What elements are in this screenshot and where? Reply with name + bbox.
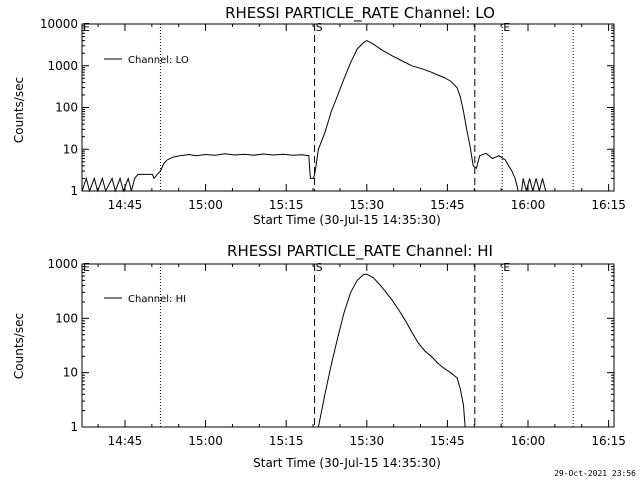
plot-border [81,263,615,428]
marker-label: E [503,261,510,274]
plot-frame [81,263,615,428]
x-tick-label: 14:45 [108,434,143,448]
y-tick-label: 1000 [47,257,78,271]
x-tick-label: 14:45 [108,198,143,212]
x-tick-label: 16:00 [511,434,546,448]
x-axis-label: Start Time (30-Jul-15 14:35:30) [253,456,441,470]
edge-marker-label: E [83,261,90,274]
x-tick-label: 15:00 [188,434,223,448]
chart-title: RHESSI PARTICLE_RATE Channel: HI [227,242,493,261]
generation-timestamp: 29-Oct-2021 23:56 [554,469,636,478]
marker-label: S [316,21,323,34]
y-axis-label: Counts/sec [12,77,26,143]
x-tick-label: 16:00 [511,198,546,212]
x-tick-label: 15:30 [350,198,385,212]
series-line [81,40,615,193]
chart-panel-hi: RHESSI PARTICLE_RATE Channel: HI Start T… [12,242,626,470]
x-tick-label: 15:15 [269,434,304,448]
x-tick-label: 15:30 [350,434,385,448]
x-tick-label: 16:15 [591,434,626,448]
series-group [317,273,466,428]
y-tick-label: 1 [70,184,78,198]
edge-marker-label: E [83,21,90,34]
chart-title: RHESSI PARTICLE_RATE Channel: LO [225,4,495,23]
legend-label: Channel: HI [128,294,186,305]
time-markers: S EE [83,21,574,191]
marker-label: E [503,21,510,34]
x-tick-label: 15:15 [269,198,304,212]
chart-panel-lo: RHESSI PARTICLE_RATE Channel: LO Start T… [12,4,626,227]
y-tick-label: 100 [55,101,78,115]
legend: Channel: HI [104,294,186,305]
marker-label: S [316,261,323,274]
legend-label: Channel: LO [128,55,189,66]
time-markers: S EE [83,261,574,427]
axis-ticks: 14:45 15:00 15:15 15:30 15:45 16:00 16:15 1 10 10… [47,257,625,448]
axis-ticks: 14:45 15:00 15:15 15:30 15:45 16:00 16:15 1 10 10… [40,17,626,212]
y-tick-label: 1000 [47,59,78,73]
x-axis-label: Start Time (30-Jul-15 14:35:30) [253,213,441,227]
y-tick-label: 100 [55,311,78,325]
series-line [317,273,466,428]
y-tick-label: 10 [63,366,78,380]
x-tick-label: 15:45 [430,198,465,212]
y-tick-label: 10 [63,142,78,156]
x-tick-label: 16:15 [591,198,626,212]
x-tick-label: 15:45 [430,434,465,448]
y-tick-label: 10000 [40,17,78,31]
y-tick-label: 1 [70,420,78,434]
y-axis-label: Counts/sec [12,313,26,379]
legend: Channel: LO [104,55,189,66]
x-tick-label: 15:00 [188,198,223,212]
series-group [81,40,615,193]
